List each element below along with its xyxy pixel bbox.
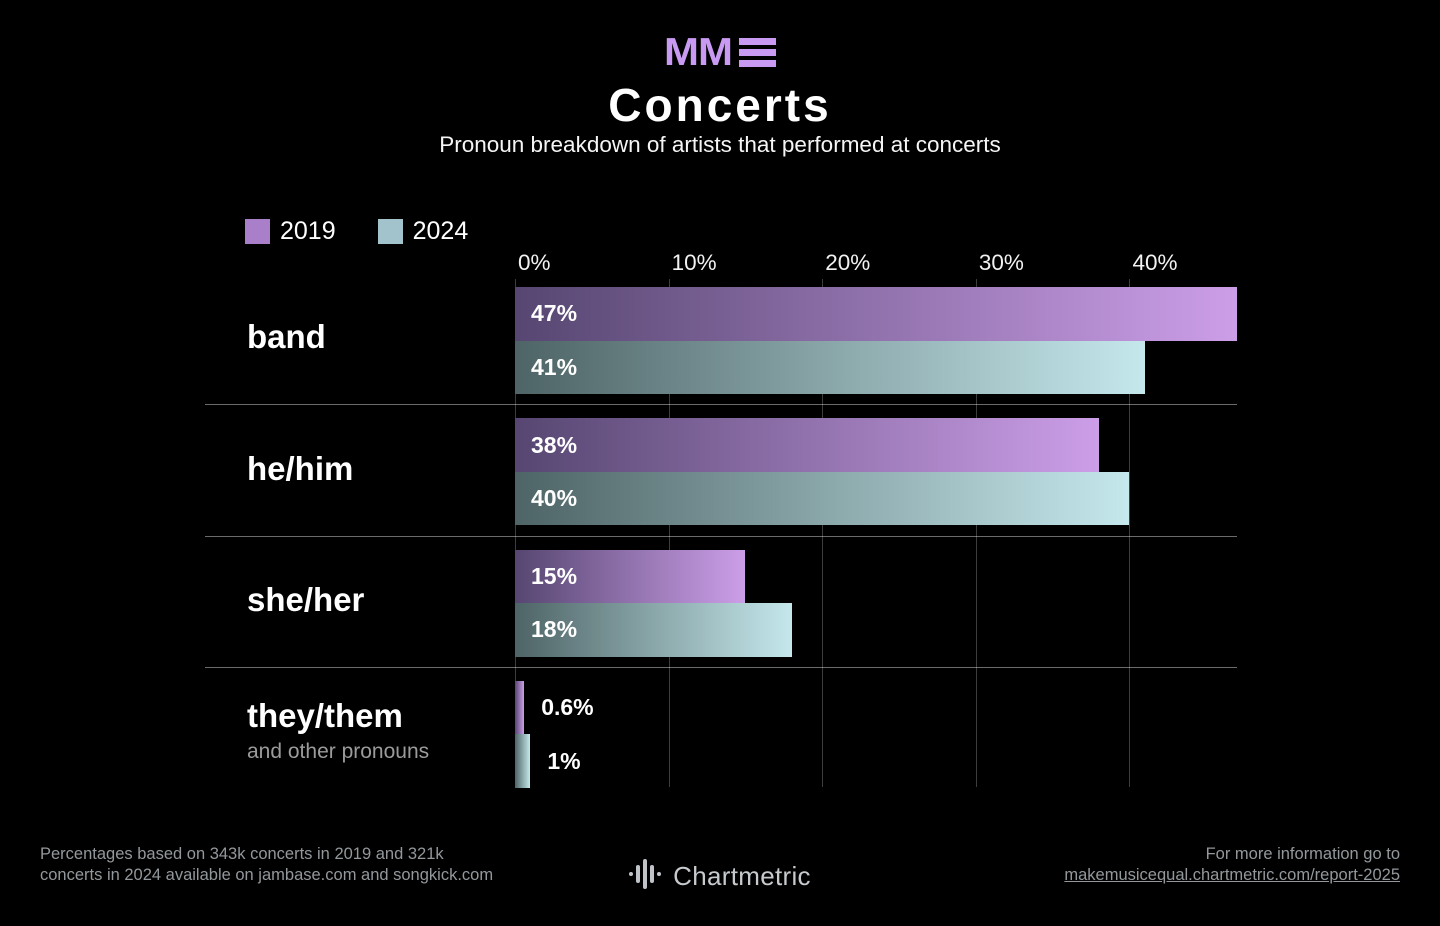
row-divider	[205, 404, 1237, 406]
bar-value-label: 1%	[547, 747, 581, 774]
mme-logo-text: MM	[664, 29, 733, 74]
mme-logo: MM	[0, 29, 1440, 74]
chart-legend: 2019 2024	[245, 217, 468, 246]
bar-2024-they-them: 1%	[515, 734, 581, 788]
bar-value-label: 0.6%	[541, 694, 594, 721]
category-title: band	[247, 318, 326, 356]
more-info: For more information go to makemusicequa…	[1064, 844, 1400, 885]
gridline-0	[515, 279, 516, 787]
x-axis-tick-0: 0%	[518, 250, 551, 275]
mme-logo-bars-icon	[738, 37, 776, 67]
bar-value-label: 40%	[531, 485, 578, 512]
page-subtitle: Pronoun breakdown of artists that perfor…	[439, 132, 1001, 157]
category-subtitle: and other pronouns	[247, 739, 430, 763]
category-label-he-him: he/him	[247, 415, 353, 522]
category-title: they/them	[247, 697, 403, 735]
gridline-30	[975, 279, 977, 787]
legend-swatch-2019	[245, 219, 270, 244]
gridline-10	[668, 279, 670, 787]
bar-2019-band: 47%	[515, 287, 1237, 341]
report-link[interactable]: makemusicequal.chartmetric.com/report-20…	[1064, 865, 1400, 884]
category-label-she-her: she/her	[247, 547, 364, 654]
chartmetric-logo: Chartmetric	[0, 856, 1440, 897]
x-axis-tick-20: 20%	[825, 250, 871, 275]
category-label-they-them: they/them and other pronouns	[247, 678, 429, 785]
bar-2019-she-her: 15%	[515, 549, 746, 604]
legend-label: 2024	[412, 217, 469, 245]
source-note-line1: Percentages based on 343k concerts in 20…	[40, 845, 444, 863]
legend-item-2019: 2019	[245, 217, 336, 246]
chartmetric-wordmark: Chartmetric	[673, 861, 811, 891]
bar-value-label: 38%	[531, 431, 578, 458]
bar-value-label: 41%	[531, 353, 578, 380]
legend-label: 2019	[280, 217, 336, 245]
more-info-text: For more information go to	[1205, 845, 1400, 863]
legend-swatch-2024	[377, 219, 403, 244]
bar-value-label: 47%	[531, 300, 578, 327]
bar-value-label: 18%	[531, 616, 578, 643]
category-label-band: band	[247, 284, 326, 391]
source-note: Percentages based on 343k concerts in 20…	[40, 844, 493, 885]
category-title: she/her	[247, 580, 365, 618]
source-note-line2: concerts in 2024 available on jambase.co…	[40, 865, 494, 884]
x-axis-tick-30: 30%	[978, 250, 1024, 275]
page-title: Concerts	[608, 79, 832, 131]
bar-2019-he-him: 38%	[515, 418, 1099, 472]
chartmetric-waveform-icon	[629, 856, 663, 897]
x-axis-tick-10: 10%	[671, 250, 717, 275]
bar-2024-band: 41%	[515, 340, 1145, 394]
row-divider	[205, 535, 1237, 537]
category-title: he/him	[247, 449, 354, 487]
bar-2019-they-them: 0.6%	[515, 680, 594, 735]
bar-2024-she-her: 18%	[515, 603, 792, 657]
x-axis-tick-40: 40%	[1132, 250, 1178, 275]
gridline-20	[822, 279, 824, 787]
gridline-40	[1129, 279, 1131, 787]
bar-2024-he-him: 40%	[515, 471, 1130, 526]
bar-value-label: 15%	[531, 562, 578, 589]
legend-item-2024: 2024	[377, 217, 469, 246]
row-divider	[205, 666, 1237, 668]
